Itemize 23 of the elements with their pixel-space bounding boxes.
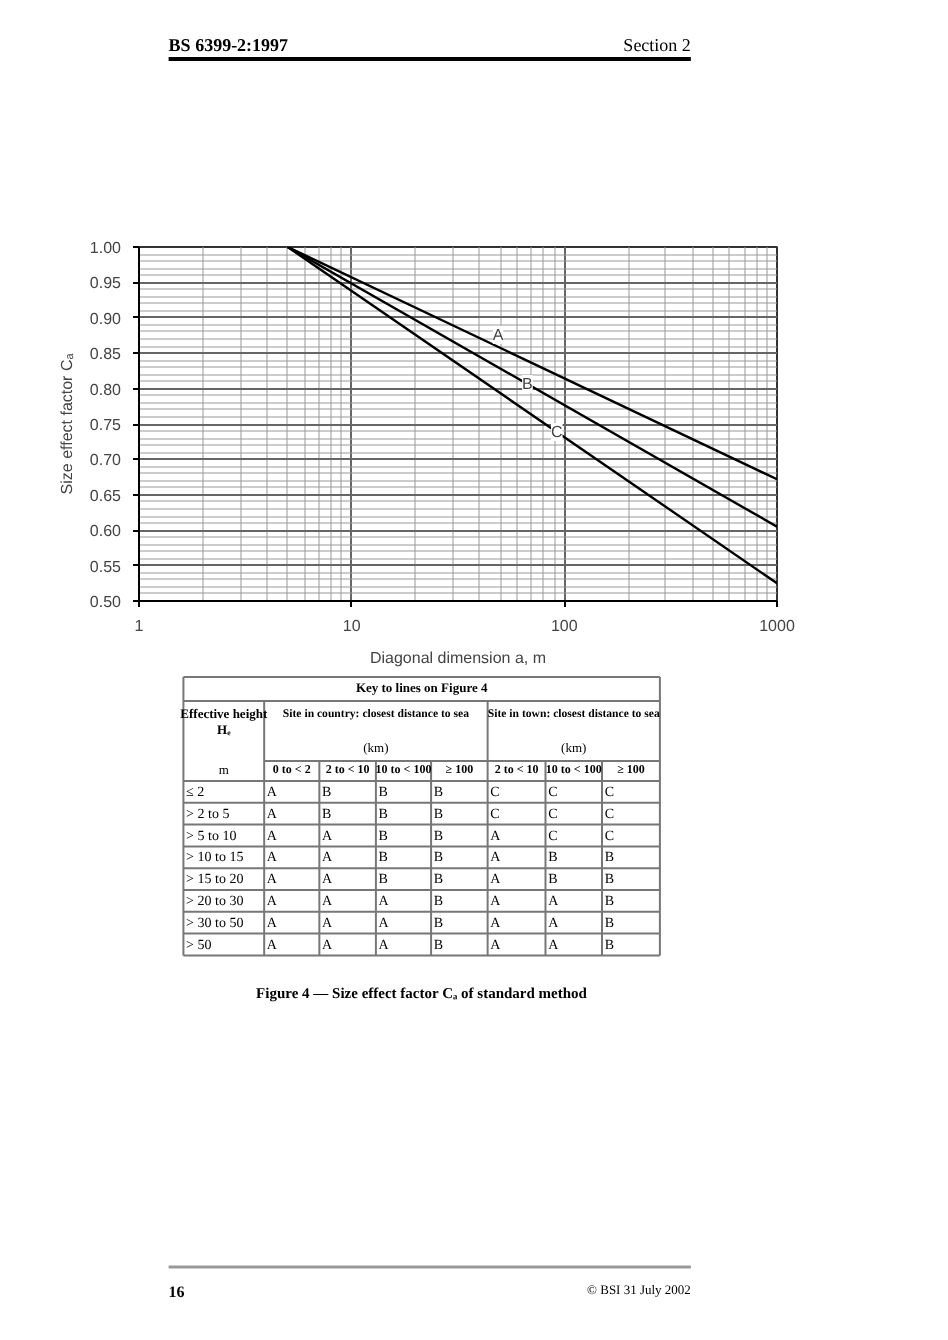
x-tick-label: 1000 bbox=[759, 617, 796, 635]
y-axis-title: Size effect factor Cₐ bbox=[57, 351, 76, 495]
series-label: C bbox=[551, 422, 564, 441]
y-tick-label: 0.60 bbox=[89, 522, 123, 541]
y-tick-label: 0.95 bbox=[89, 274, 123, 293]
text: 16 bbox=[168, 1283, 185, 1301]
y-tick-label: 0.80 bbox=[89, 380, 123, 399]
y-tick-label: 0.55 bbox=[89, 557, 123, 576]
x-tick-label: 100 bbox=[550, 617, 579, 635]
text: BS 6399-2:1997 bbox=[168, 35, 290, 55]
x-tick-label: 10 bbox=[342, 617, 362, 635]
y-tick-label: 0.75 bbox=[89, 416, 123, 434]
y-tick-label: 1.00 bbox=[89, 239, 123, 257]
y-tick-label: 0.50 bbox=[89, 593, 123, 611]
y-tick-label: 0.85 bbox=[89, 345, 123, 364]
x-tick-label: 1 bbox=[134, 617, 145, 635]
y-tick-label: 0.70 bbox=[89, 451, 123, 470]
y-tick-label: 0.65 bbox=[89, 486, 123, 505]
x-axis-title: Diagonal dimension a, m bbox=[369, 649, 547, 667]
series-label: B bbox=[522, 375, 533, 394]
series-label: A bbox=[492, 325, 505, 344]
text: Section 2 bbox=[623, 35, 691, 55]
y-tick-label: 0.90 bbox=[89, 309, 123, 328]
